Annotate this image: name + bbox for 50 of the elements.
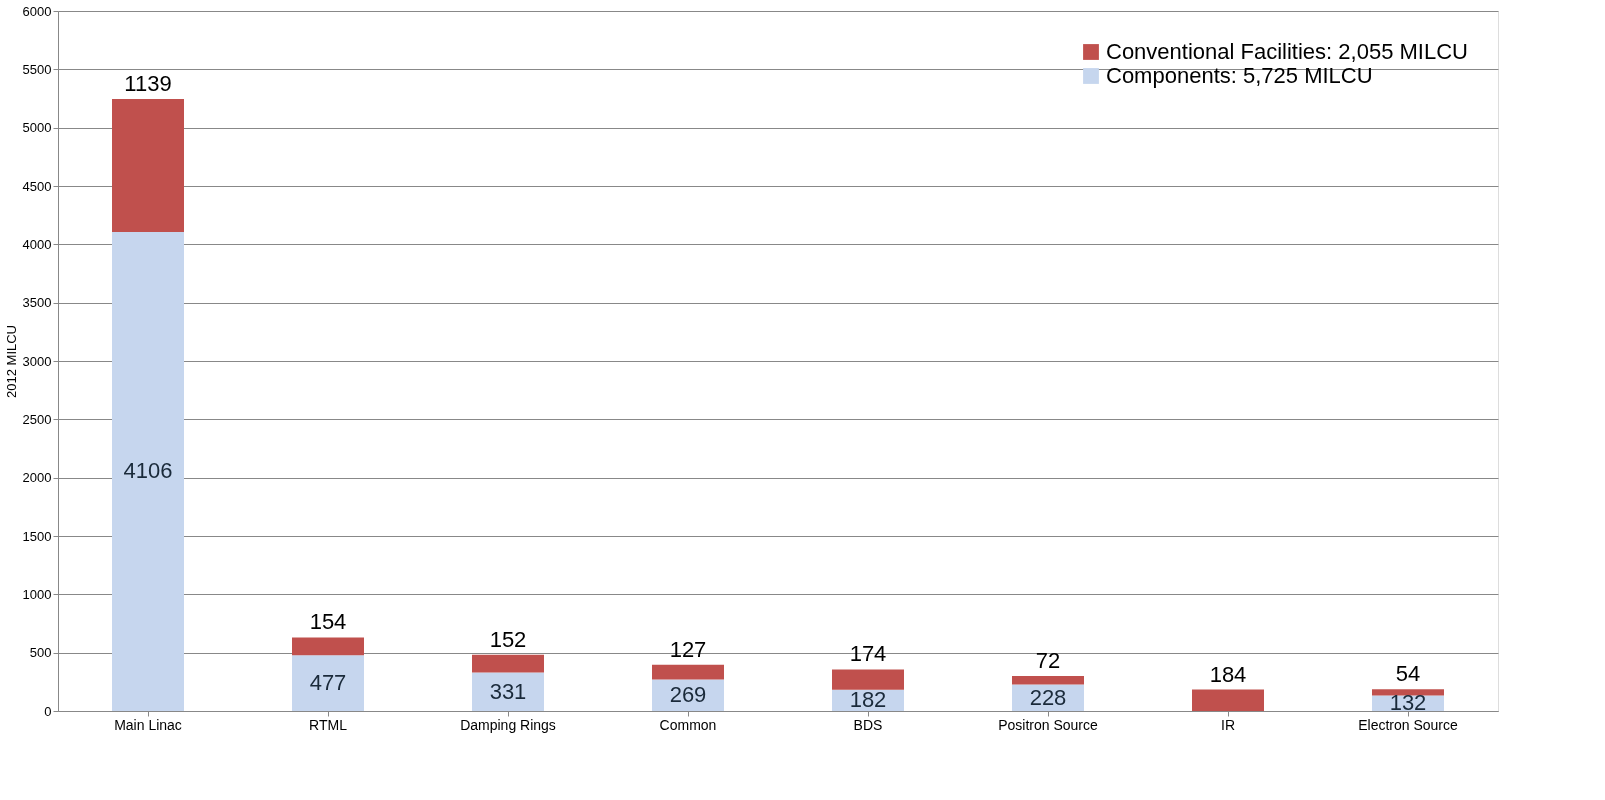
- y-tick-label: 6000: [22, 3, 52, 19]
- data-label: 1139: [124, 71, 172, 97]
- data-label: 174: [849, 641, 887, 667]
- y-axis-title: 2012 MILCU: [3, 325, 19, 398]
- data-label: 477: [309, 670, 347, 696]
- x-tick-label: Damping Rings: [460, 716, 556, 733]
- x-tick-label: Common: [659, 716, 717, 733]
- bar: [472, 672, 544, 711]
- x-tick-label: Positron Source: [998, 716, 1099, 733]
- x-tick-label: BDS: [853, 716, 883, 733]
- bar: [112, 99, 184, 232]
- bar: [1192, 689, 1264, 711]
- y-tick-label: 2500: [22, 411, 52, 427]
- bar: [652, 664, 724, 680]
- y-tick-label: 1000: [22, 586, 52, 602]
- bar: [832, 669, 904, 690]
- x-tick-label: IR: [1221, 716, 1235, 733]
- data-label: 184: [1209, 661, 1247, 687]
- y-tick-label: 500: [29, 645, 52, 661]
- data-label: 54: [1395, 661, 1421, 687]
- legend-label: Conventional Facilities: 2,055 MILCU: [1106, 39, 1468, 64]
- bar: [292, 637, 364, 656]
- x-tick-label: RTML: [309, 716, 348, 733]
- data-label: 4106: [123, 458, 173, 484]
- bar: [112, 231, 184, 711]
- data-label: 331: [489, 678, 527, 704]
- y-tick-label: 4500: [22, 178, 52, 194]
- y-tick-label: 0: [44, 703, 52, 719]
- y-tick-label: 4000: [22, 236, 52, 252]
- x-tick-label: Electron Source: [1358, 716, 1459, 733]
- bar: [1372, 689, 1444, 696]
- y-tick-label: 3500: [22, 295, 52, 311]
- data-label: 152: [489, 626, 527, 652]
- bar: [1012, 676, 1084, 685]
- x-tick-label: Main Linac: [114, 716, 182, 733]
- y-tick-label: 5500: [22, 61, 52, 77]
- data-label: 228: [1029, 684, 1067, 710]
- y-tick-label: 5000: [22, 120, 52, 136]
- y-tick-label: 1500: [22, 528, 52, 544]
- bar: [292, 655, 364, 711]
- data-label: 182: [849, 687, 887, 713]
- y-tick-label: 3000: [22, 353, 52, 369]
- data-label: 154: [309, 609, 347, 635]
- legend-label: Components: 5,725 MILCU: [1106, 63, 1373, 88]
- data-label: 269: [669, 682, 707, 708]
- bar: [472, 654, 544, 673]
- y-tick-label: 2000: [22, 470, 52, 486]
- data-label: 72: [1035, 648, 1061, 673]
- data-label: 132: [1389, 690, 1427, 716]
- data-label: 127: [669, 636, 707, 662]
